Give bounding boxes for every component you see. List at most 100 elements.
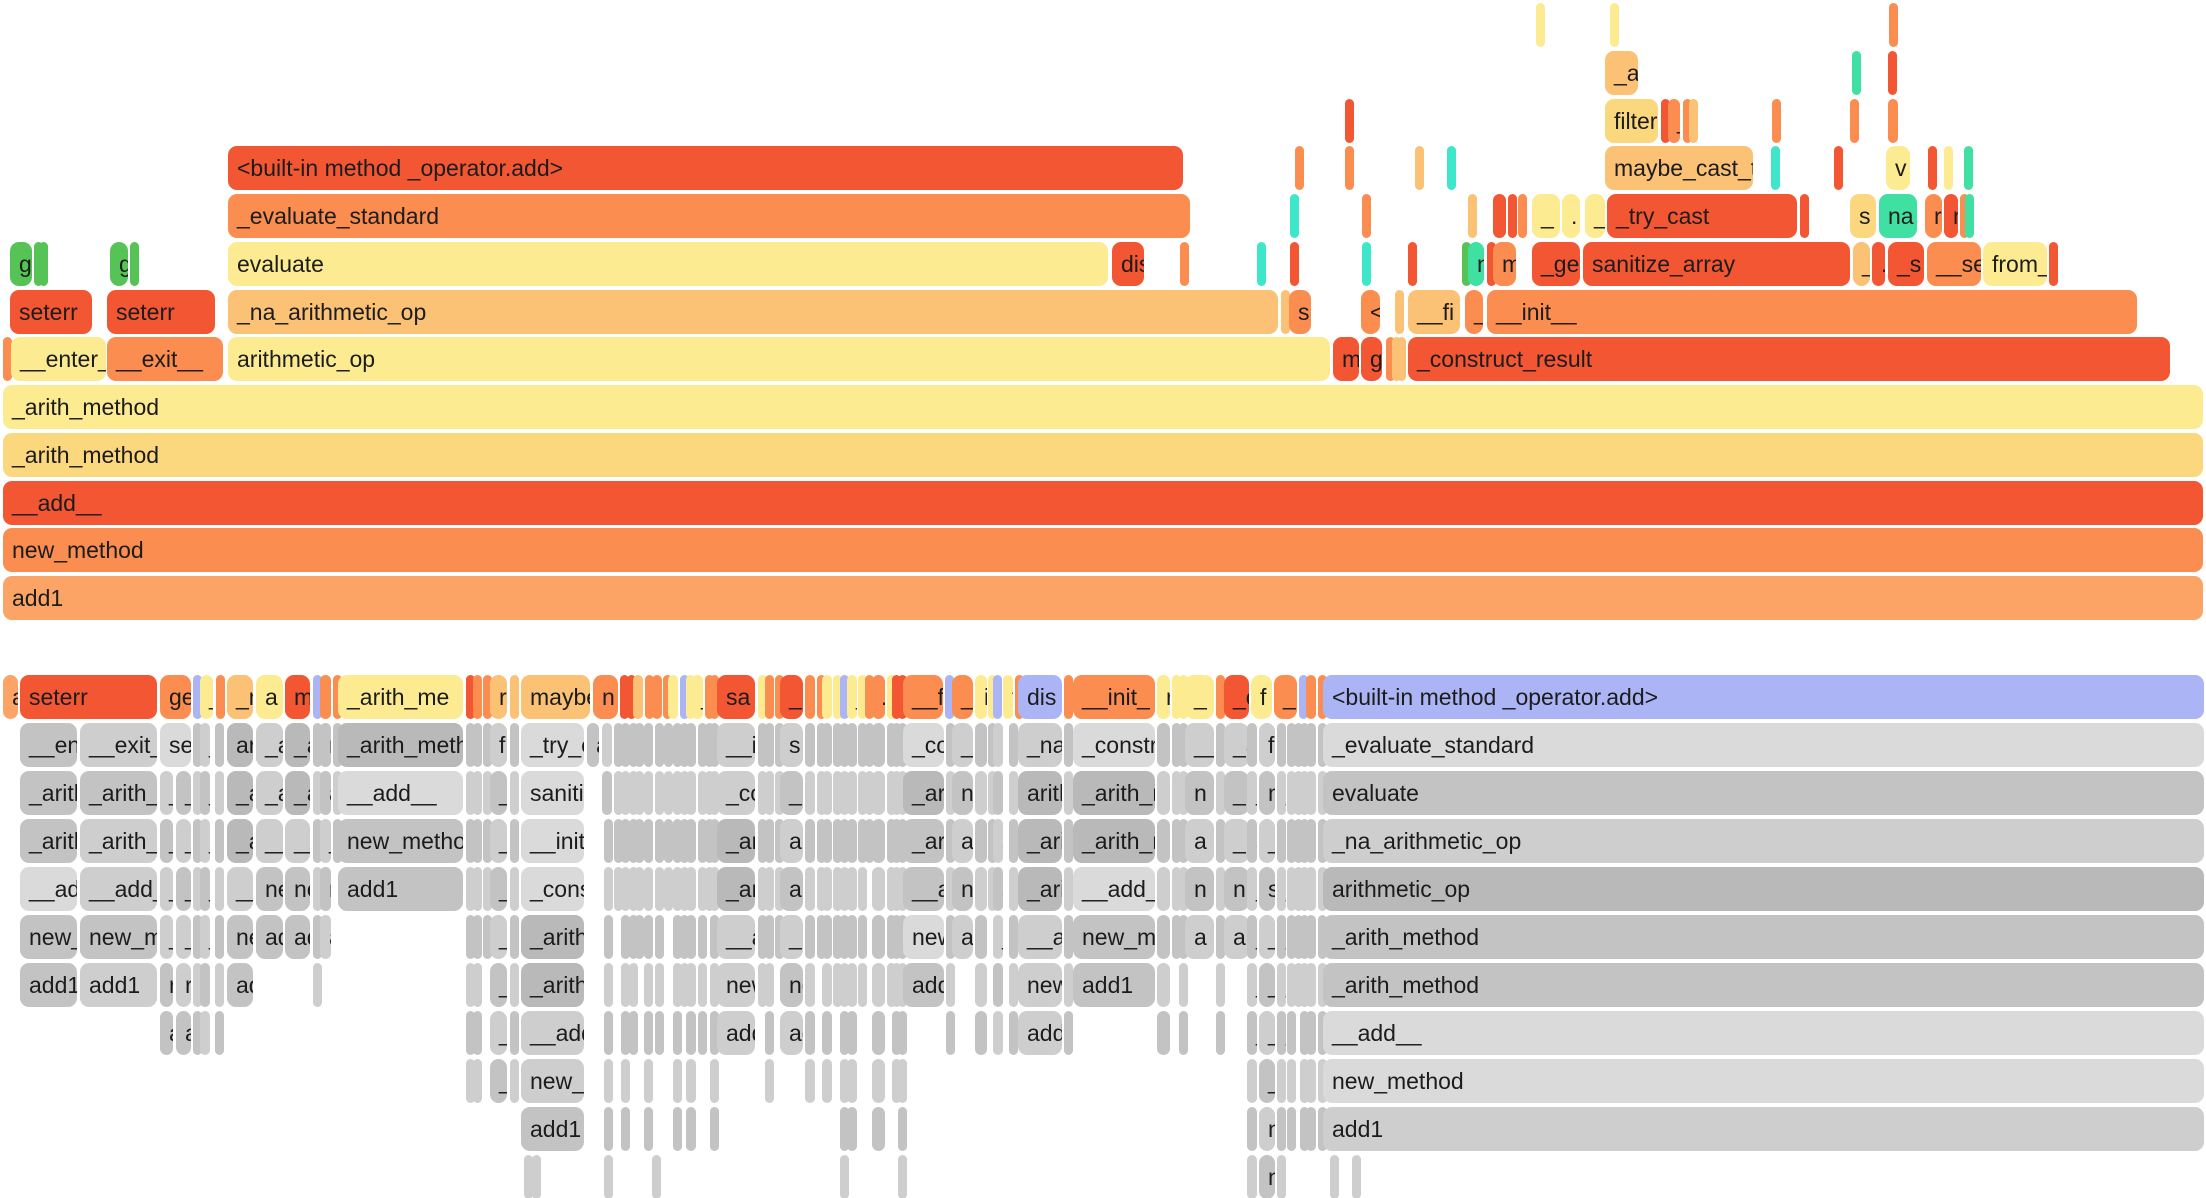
flame-frame[interactable]: new_method — [3, 528, 2203, 572]
flame-frame[interactable] — [313, 867, 322, 911]
flame-frame[interactable]: g — [1361, 337, 1382, 381]
flame-frame[interactable] — [887, 867, 896, 911]
flame-frame[interactable]: a — [256, 675, 283, 719]
flame-frame[interactable]: . — [668, 675, 678, 719]
flame-frame[interactable]: n — [1944, 194, 1958, 238]
flame-frame[interactable] — [1009, 867, 1018, 911]
flame-frame[interactable]: _ — [1465, 290, 1483, 334]
flame-frame[interactable] — [1172, 771, 1181, 815]
flame-frame[interactable]: g — [10, 242, 32, 286]
flame-frame[interactable] — [1287, 1107, 1296, 1151]
flame-frame[interactable] — [817, 867, 826, 911]
flame-frame[interactable]: _ — [1259, 1059, 1275, 1103]
flame-frame[interactable] — [1216, 771, 1225, 815]
flame-frame[interactable]: _ — [176, 915, 191, 959]
flame-frame[interactable] — [673, 1107, 682, 1151]
flame-frame[interactable] — [1157, 963, 1170, 1007]
flame-frame[interactable]: _arith_method — [285, 723, 310, 767]
flame-frame[interactable] — [510, 771, 519, 815]
flame-frame[interactable]: a — [602, 771, 612, 815]
flame-frame[interactable] — [1064, 963, 1073, 1007]
flame-frame[interactable] — [313, 915, 322, 959]
flame-frame[interactable]: seterr — [160, 723, 191, 767]
flame-frame[interactable]: a — [160, 1011, 173, 1055]
flame-frame[interactable] — [629, 771, 638, 815]
flame-frame[interactable] — [858, 867, 867, 911]
flame-frame[interactable] — [758, 675, 767, 719]
flame-frame[interactable] — [833, 915, 842, 959]
flame-frame[interactable] — [1362, 194, 1371, 238]
flame-frame[interactable] — [466, 819, 475, 863]
flame-frame[interactable]: _ — [490, 1011, 507, 1055]
flame-frame[interactable] — [847, 915, 857, 959]
flame-frame[interactable] — [193, 915, 202, 959]
flame-frame[interactable] — [686, 915, 696, 959]
flame-frame[interactable] — [1295, 146, 1304, 190]
flame-frame[interactable]: a — [1224, 915, 1249, 959]
flame-frame[interactable] — [1064, 819, 1073, 863]
flame-frame[interactable] — [673, 963, 682, 1007]
flame-frame[interactable] — [1216, 915, 1225, 959]
flame-frame[interactable] — [840, 1155, 849, 1198]
flame-frame[interactable] — [1518, 194, 1527, 238]
flame-frame[interactable] — [975, 771, 987, 815]
flame-frame[interactable] — [1009, 771, 1018, 815]
flame-frame[interactable]: a — [1247, 1155, 1257, 1198]
flame-frame[interactable] — [833, 867, 842, 911]
flame-frame[interactable]: _arith_method — [20, 819, 77, 863]
flame-frame[interactable]: _arith_method — [3, 385, 2203, 429]
flame-frame[interactable] — [1009, 1011, 1018, 1055]
flame-frame[interactable] — [1306, 1011, 1316, 1055]
flame-frame[interactable]: __add__ — [1018, 915, 1062, 959]
flame-frame[interactable]: n — [1185, 771, 1214, 815]
flame-frame[interactable]: n — [993, 723, 1003, 767]
flame-frame[interactable] — [1306, 867, 1316, 911]
flame-frame[interactable] — [1300, 867, 1309, 911]
flame-frame[interactable] — [710, 771, 719, 815]
flame-frame[interactable] — [858, 915, 867, 959]
flame-frame[interactable] — [1064, 675, 1073, 719]
flame-frame[interactable] — [847, 963, 857, 1007]
flame-frame[interactable] — [710, 1107, 719, 1151]
flame-frame[interactable]: n — [1185, 867, 1214, 911]
flame-frame[interactable]: n — [1247, 1059, 1257, 1103]
flame-frame[interactable] — [663, 675, 672, 719]
flame-frame[interactable] — [1888, 51, 1897, 95]
flame-frame[interactable] — [629, 963, 638, 1007]
flame-frame[interactable] — [193, 963, 202, 1007]
flame-frame[interactable] — [840, 1107, 849, 1151]
flame-frame[interactable]: _ — [1277, 915, 1286, 959]
flame-frame[interactable]: _ — [176, 867, 191, 911]
flame-frame[interactable] — [698, 915, 707, 959]
flame-frame[interactable] — [1318, 771, 1327, 815]
flame-frame[interactable]: _s — [1888, 242, 1924, 286]
flame-frame[interactable] — [604, 1107, 613, 1151]
flame-frame[interactable] — [898, 867, 907, 911]
flame-frame[interactable] — [840, 963, 849, 1007]
flame-frame[interactable] — [483, 771, 492, 815]
flame-frame[interactable]: ad — [780, 1011, 803, 1055]
flame-frame[interactable] — [633, 675, 643, 719]
flame-frame[interactable] — [1009, 915, 1018, 959]
flame-frame[interactable] — [698, 963, 707, 1007]
flame-frame[interactable]: _arith_method — [903, 819, 944, 863]
flame-frame[interactable]: _na_arithmetic_op — [228, 290, 1278, 334]
flame-frame[interactable] — [1216, 1011, 1225, 1055]
flame-frame[interactable]: new_method — [338, 819, 463, 863]
flame-frame[interactable] — [1800, 194, 1809, 238]
flame-frame[interactable]: _ — [1247, 867, 1257, 911]
flame-frame[interactable]: _evaluate_standard — [228, 194, 1190, 238]
flame-frame[interactable]: __add__ — [903, 867, 944, 911]
flame-frame[interactable] — [1179, 723, 1188, 767]
flame-frame[interactable] — [466, 963, 475, 1007]
flame-frame[interactable] — [858, 771, 867, 815]
flame-frame[interactable] — [215, 1011, 224, 1055]
flame-frame[interactable] — [1216, 819, 1225, 863]
flame-frame[interactable] — [635, 867, 644, 911]
flame-frame[interactable]: __init__ — [1487, 290, 2137, 334]
flame-frame[interactable] — [698, 867, 707, 911]
flame-frame[interactable] — [805, 963, 815, 1007]
flame-frame[interactable] — [892, 867, 901, 911]
flame-frame[interactable] — [1157, 723, 1170, 767]
flame-frame[interactable]: __f — [903, 675, 943, 719]
